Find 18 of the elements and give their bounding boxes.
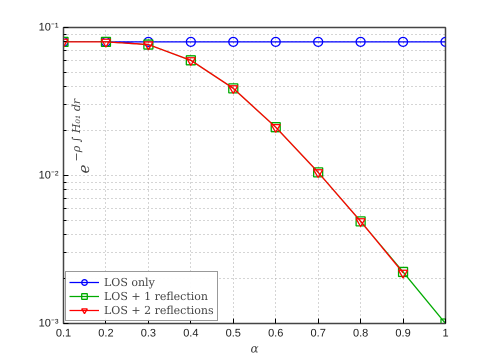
x-tick-label: 0.2 [98,328,114,340]
x-tick-label: 0.8 [352,328,368,340]
y-tick-label: 10⁻³ [38,318,59,330]
x-tick-label: 1 [442,328,449,340]
legend-label: LOS + 2 reflections [104,303,214,317]
legend-label: LOS + 1 reflection [104,289,208,303]
x-tick-label: 0.7 [310,328,326,340]
x-tick-label: 0.3 [140,328,156,340]
y-tick-label: 10⁻² [38,170,59,182]
legend-label: LOS only [104,275,155,289]
x-tick-label: 0.5 [226,328,241,340]
x-tick-label: 0.1 [56,328,72,340]
x-tick-label: 0.6 [268,328,284,340]
y-tick-label: 10⁻¹ [38,22,59,34]
x-tick-label: 0.9 [395,328,411,340]
y-axis-title: e−ρ ∫ H₀₁ dr [70,98,93,174]
x-axis-title: α [250,342,259,356]
x-tick-label: 0.4 [183,328,198,340]
